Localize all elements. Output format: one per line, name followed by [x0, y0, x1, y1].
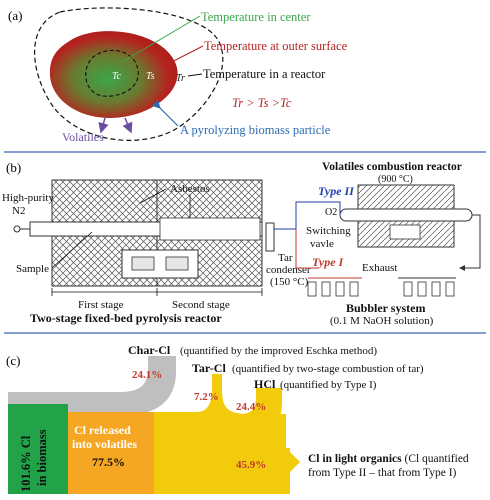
tar-label-2: condenser: [266, 264, 311, 276]
leader-center: [121, 15, 201, 63]
organics-title: Cl in light organics: [308, 453, 402, 465]
sample-boat-2: [165, 256, 189, 271]
volatiles-arrow-1: [98, 117, 109, 134]
panel-c-label: (c): [6, 353, 20, 368]
organics-note: (Cl quantified: [402, 453, 469, 465]
leader-particle: [151, 99, 179, 127]
temperature-relation: Tr > Ts >Tc: [232, 96, 292, 110]
temp-reactor-label: Temperature in a reactor: [203, 67, 326, 81]
biomass-pct: 101.6% Cl: [19, 435, 33, 492]
o2-label: O2: [325, 207, 337, 218]
bubbler-label: Bubbler system: [346, 301, 425, 315]
volatiles-arrow-2: [122, 117, 133, 134]
char-cl-pct: 24.1%: [132, 369, 162, 381]
volatiles-stream: [154, 374, 300, 494]
temp-center-label: Temperature in center: [201, 10, 311, 24]
gas-label-2: N2: [12, 205, 25, 217]
panel-b-label: (b): [6, 160, 21, 175]
type-ii-pipe: [274, 201, 341, 230]
tc-symbol: Tc: [112, 71, 122, 82]
organics-line-1: Cl in light organics (Cl quantified: [308, 453, 469, 465]
pyrolysis-reactor-label: Two-stage fixed-bed pyrolysis reactor: [30, 311, 222, 325]
char-cl-desc: (quantified by the improved Eschka metho…: [180, 345, 377, 357]
hcl-stream: [240, 388, 282, 430]
second-stage-label: Second stage: [172, 299, 230, 311]
bubbler-set-right: [398, 277, 456, 297]
leader-outer: [159, 45, 204, 69]
tar-cl-label: Tar-Cl: [192, 361, 226, 375]
sample-label: Sample: [16, 263, 49, 275]
switching-label-1: Switching: [306, 225, 351, 237]
switching-label-2: vavle: [310, 238, 334, 250]
reactor-boundary: [34, 7, 224, 141]
panel-b: (b) Asbestos High-purity N2 Sample First…: [2, 160, 481, 327]
char-cl-stream: [8, 356, 176, 416]
panel-a-label: (a): [8, 8, 22, 23]
combustion-outlet-pipe: [459, 214, 481, 271]
tar-cl-pct: 7.2%: [194, 391, 219, 403]
hcl-pct: 24.4%: [236, 401, 266, 413]
hcl-label: HCl: [254, 377, 276, 391]
combustion-title: Volatiles combustion reactor: [322, 161, 462, 173]
asbestos-label: Asbestos: [170, 183, 210, 195]
panel-a: (a) Tc Ts Tr Volatiles Temperature in ce…: [8, 7, 348, 144]
first-stage-label: First stage: [78, 299, 124, 311]
exhaust-label: Exhaust: [362, 262, 397, 274]
temp-outer-label: Temperature at outer surface: [204, 39, 348, 53]
type-i-label: Type I: [312, 255, 345, 269]
combustion-temp: (900 °C): [378, 174, 413, 185]
asbestos-leader-1: [139, 188, 167, 204]
released-line-2: into volatiles: [72, 437, 137, 451]
bubbler-set-left: [307, 277, 362, 297]
sample-leader: [51, 231, 93, 269]
organics-line-2: from Type II – that from Type I): [308, 467, 457, 479]
gas-label-1: High-purity: [2, 192, 54, 204]
volatiles-label: Volatiles: [62, 130, 104, 144]
combustion-tube: [339, 208, 473, 222]
gas-inlet-valve: [13, 225, 21, 233]
released-block: [68, 412, 154, 494]
char-cl-label: Char-Cl: [128, 343, 171, 357]
leader-reactor: [187, 73, 203, 77]
combustion-boat: [389, 224, 421, 240]
hcl-desc: (quantified by Type I): [280, 379, 377, 391]
released-line-1: Cl released: [74, 423, 131, 437]
tar-condenser: [265, 222, 275, 252]
bubbler-solution: (0.1 M NaOH solution): [330, 315, 434, 327]
tar-label-3: (150 °C): [270, 276, 309, 288]
biomass-text: in biomass: [35, 429, 49, 486]
tr-symbol: Tr: [176, 73, 185, 84]
biomass-block: [8, 404, 68, 494]
type-i-pipe: [295, 229, 318, 269]
particle-center-boundary: [85, 49, 139, 97]
sample-boat-1: [131, 256, 155, 271]
tar-cl-desc: (quantified by two-stage combustion of t…: [232, 363, 424, 375]
tar-label-1: Tar: [278, 252, 293, 264]
biomass-particle: [49, 31, 178, 119]
organics-pct: 45.9%: [236, 459, 266, 471]
tube-inner: [159, 217, 261, 241]
type-ii-label: Type II: [318, 184, 355, 198]
particle-label: A pyrolyzing biomass particle: [180, 123, 331, 137]
released-pct: 77.5%: [92, 455, 125, 469]
ts-symbol: Ts: [146, 71, 155, 82]
panel-c: (c) 101.6% Cl in biomass Cl released int…: [6, 343, 469, 494]
